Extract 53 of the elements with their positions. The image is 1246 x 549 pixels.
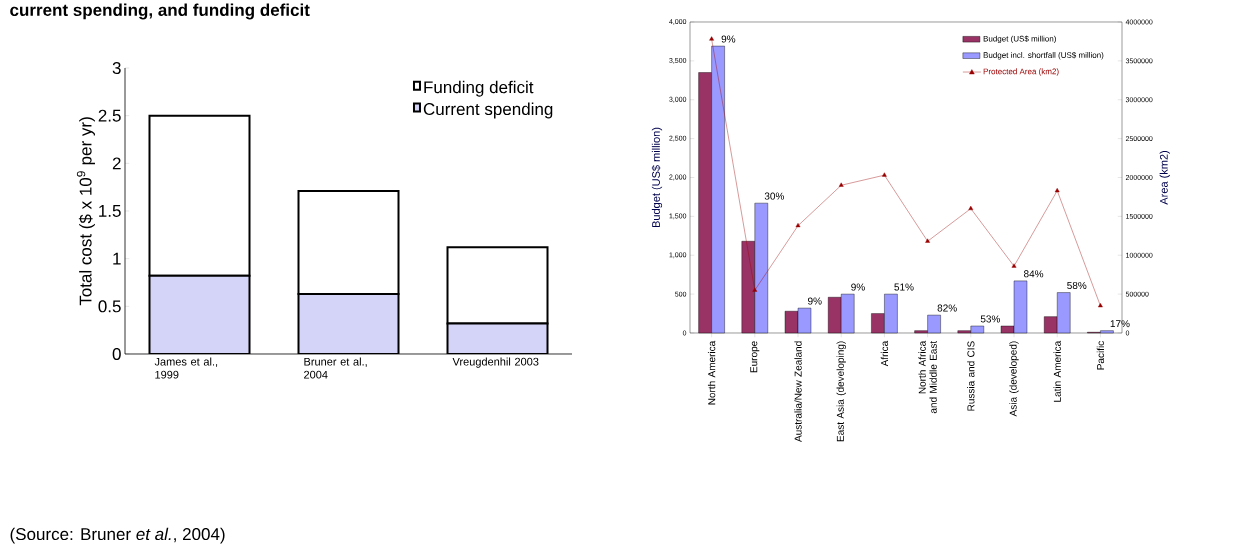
y-tick-label: 2.5 xyxy=(98,109,121,122)
bar xyxy=(297,292,400,354)
annotation: 51% xyxy=(894,283,914,291)
bar xyxy=(446,322,549,354)
x-tick-label: Bruner et al., 2004 xyxy=(304,357,367,379)
x-tick-label: North America xyxy=(707,340,716,405)
bar xyxy=(148,274,251,354)
x-tick-label: North Africa and Middle East xyxy=(918,340,937,414)
annotation: 53% xyxy=(980,315,1001,323)
y-tick-label: 1.5 xyxy=(99,205,121,217)
x-tick-label: Africa xyxy=(880,340,889,367)
annotation: 30% xyxy=(764,192,785,200)
y-axis-title: Total cost ($ x 10$^{9}$ per yr) xyxy=(76,117,95,306)
text: (Source: Bruner et al., 2004) xyxy=(10,527,225,544)
point xyxy=(1098,303,1103,308)
annotation: 9% xyxy=(808,297,822,305)
annotation: 84% xyxy=(1023,270,1044,278)
annotation: 9% xyxy=(721,35,736,43)
x-tick-label: Australia/New Zealand xyxy=(794,341,802,442)
y-tick-label: 1 xyxy=(113,252,121,265)
y-tick-label: 0.5 xyxy=(98,300,121,313)
x-tick-label: Pacific xyxy=(1096,341,1105,370)
point xyxy=(1054,188,1060,193)
x-tick-label: Asia (developed) xyxy=(1009,341,1019,417)
annotation: 82% xyxy=(937,304,957,312)
point xyxy=(968,205,974,211)
point xyxy=(838,182,844,187)
x-tick-label: Europe xyxy=(750,341,760,373)
chart-title: current spending, and funding deficit xyxy=(10,3,310,20)
point xyxy=(1011,263,1017,268)
legend-label: Protected Area (km2) xyxy=(983,68,1059,76)
point xyxy=(795,223,801,228)
y2-axis-title: Area (km2) xyxy=(1159,151,1170,205)
legend-label: Current spending xyxy=(423,102,553,119)
point xyxy=(925,238,930,243)
legend-label: Budget (US$ million) xyxy=(983,35,1056,44)
x-tick-label: James et al., 1999 xyxy=(154,357,218,379)
point xyxy=(882,172,887,177)
point xyxy=(752,287,758,292)
point xyxy=(709,36,714,41)
legend-label: Budget incl. shortfall (US$ million) xyxy=(983,51,1104,60)
x-tick-label: Latin America xyxy=(1053,340,1061,402)
x-tick-label: Russia and CIS xyxy=(967,341,975,411)
x-tick-label: East Asia (developing) xyxy=(836,341,846,442)
y-tick-label: 2 xyxy=(112,157,121,170)
y-axis-title: Budget (US$ million) xyxy=(651,127,663,228)
annotation: 58% xyxy=(1067,281,1087,290)
annotation: 9% xyxy=(851,283,865,291)
annotation: 17% xyxy=(1110,320,1130,328)
x-tick-label: Vreugdenhil 2003 xyxy=(452,357,539,368)
y-tick-label: 3 xyxy=(112,61,121,75)
legend-label: Funding deficit xyxy=(424,80,534,97)
y-tick-label: 0 xyxy=(112,347,121,361)
